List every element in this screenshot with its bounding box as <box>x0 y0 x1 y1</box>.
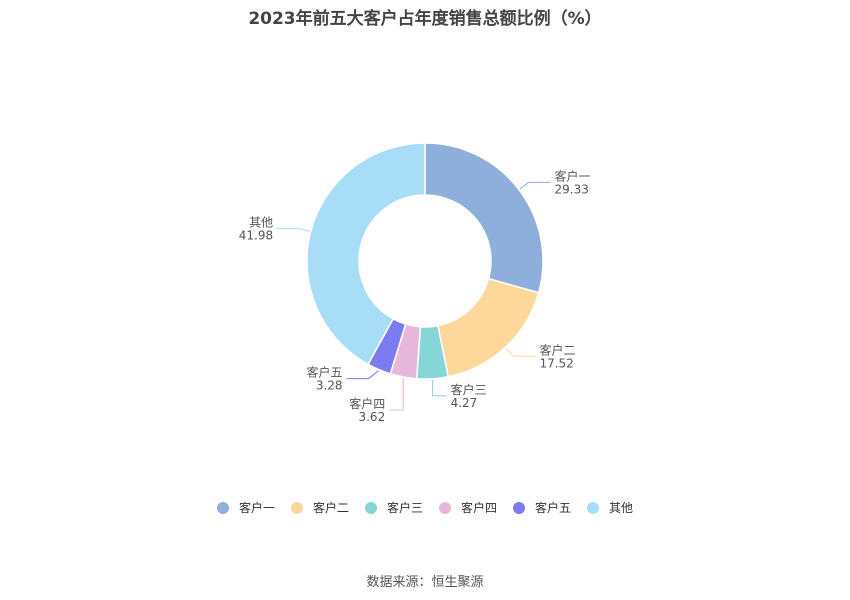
slice-label-5: 客户五 <box>307 365 343 380</box>
legend-label: 客户三 <box>386 501 423 515</box>
slice-1[interactable] <box>424 142 544 294</box>
leader-lines <box>277 181 551 411</box>
legend: 客户一 客户二 客户三 客户四 客户五 其他 <box>0 499 850 516</box>
slice-6[interactable] <box>306 142 426 366</box>
legend-item-2[interactable]: 客户二 <box>290 499 349 516</box>
leader-line-1 <box>519 181 551 190</box>
legend-swatch <box>216 501 229 514</box>
legend-item-4[interactable]: 客户四 <box>439 499 497 516</box>
legend-item-1[interactable]: 客户一 <box>216 499 275 516</box>
slice-label-6: 其他 <box>249 216 273 230</box>
slice-value-label-1: 29.33 <box>555 182 589 196</box>
legend-swatch <box>513 501 526 514</box>
data-source: 数据来源：恒生聚源 <box>366 575 484 590</box>
legend-swatch <box>290 501 303 514</box>
slice-2[interactable] <box>437 277 540 378</box>
slice-value-label-5: 3.28 <box>316 379 343 393</box>
legend-item-3[interactable]: 客户三 <box>364 499 423 516</box>
legend-swatch <box>439 501 451 514</box>
slice-label-4: 客户四 <box>349 396 385 411</box>
slice-value-label-3: 4.27 <box>451 396 478 410</box>
legend-swatch <box>364 501 377 514</box>
chart-title: 2023年前五大客户占年度销售总额比例（%） <box>248 9 602 29</box>
slice-value-label-2: 17.52 <box>539 356 573 370</box>
legend-label: 客户五 <box>535 501 572 515</box>
legend-label: 其他 <box>609 501 634 515</box>
slice-value-label-6: 41.98 <box>239 229 273 243</box>
leader-line-5 <box>346 370 379 380</box>
leader-line-3 <box>432 379 447 397</box>
legend-item-6[interactable]: 其他 <box>587 499 633 516</box>
leader-line-4 <box>389 377 404 411</box>
leader-line-2 <box>505 347 536 357</box>
legend-swatch <box>587 501 600 514</box>
slice-label-3: 客户三 <box>451 382 487 397</box>
slice-value-label-4: 3.62 <box>358 410 385 424</box>
legend-label: 客户二 <box>312 501 349 515</box>
legend-item-5[interactable]: 客户五 <box>513 499 571 516</box>
leader-line-6 <box>277 228 310 232</box>
slice-label-2: 客户二 <box>539 342 575 357</box>
slices <box>306 142 544 380</box>
slice-label-1: 客户一 <box>555 168 591 183</box>
legend-label: 客户四 <box>461 501 498 515</box>
legend-label: 客户一 <box>238 501 275 515</box>
